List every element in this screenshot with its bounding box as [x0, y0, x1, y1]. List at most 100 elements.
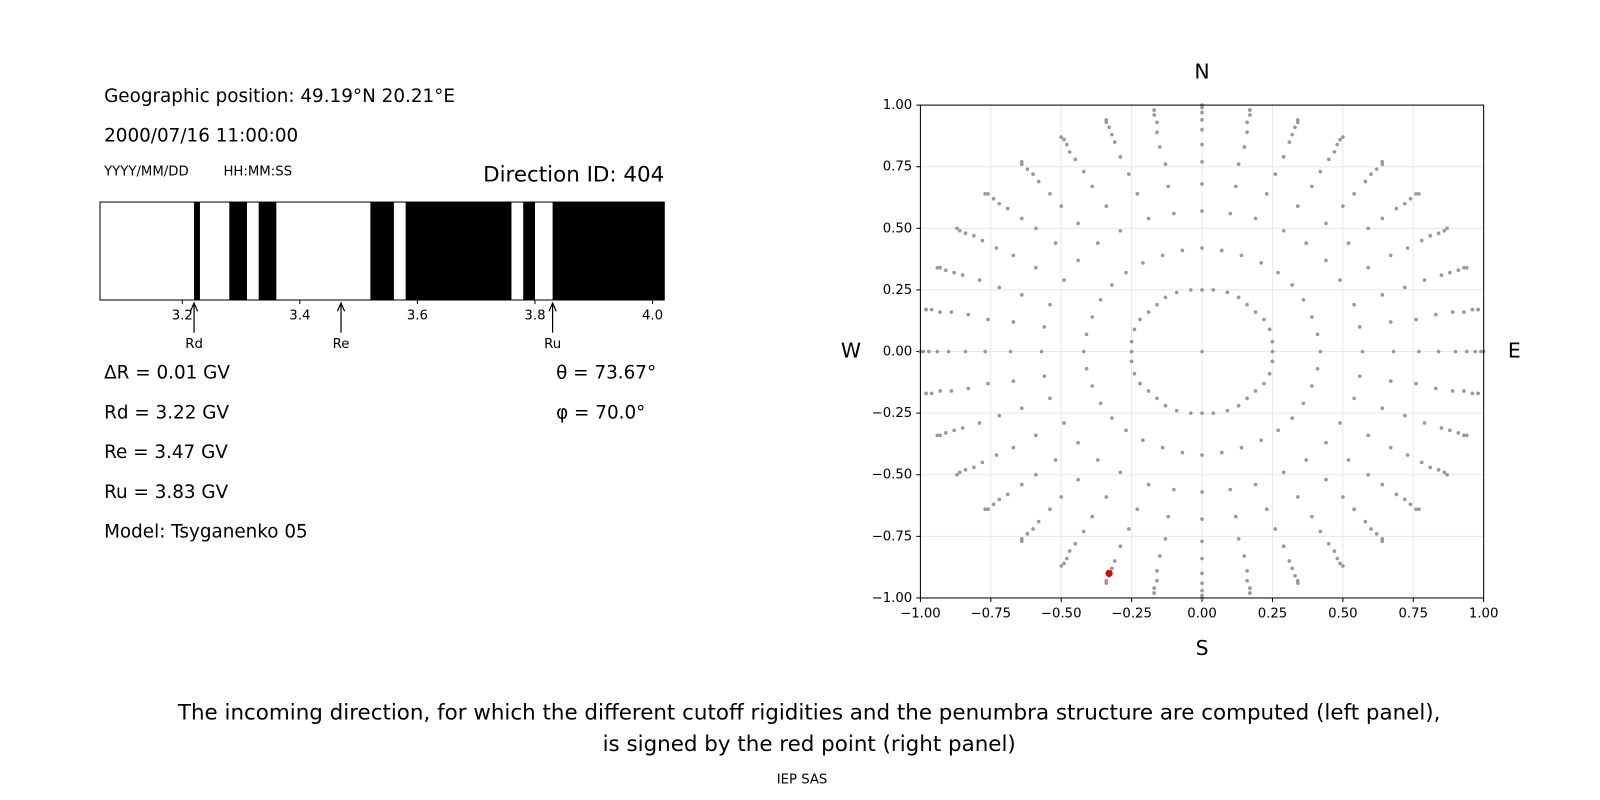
re-value: Re = 3.47 GV — [104, 442, 228, 463]
direction-point — [1366, 265, 1371, 270]
forbidden-band — [229, 202, 247, 300]
direction-point — [1341, 495, 1345, 499]
direction-point — [1366, 472, 1371, 477]
direction-point — [958, 228, 962, 233]
direction-point — [1324, 477, 1328, 482]
direction-point — [1419, 238, 1424, 243]
direction-point — [1470, 391, 1475, 396]
direction-point — [1380, 216, 1385, 221]
direction-point — [1104, 118, 1109, 122]
direction-point — [1402, 201, 1407, 206]
arrow-head — [189, 301, 199, 312]
direction-point — [1062, 421, 1066, 425]
direction-point — [1076, 477, 1080, 482]
direction-point — [1281, 228, 1286, 233]
direction-point — [1076, 440, 1080, 445]
direction-point — [1019, 293, 1024, 297]
direction-point — [980, 238, 985, 243]
direction-point — [938, 389, 942, 393]
direction-point — [1005, 206, 1010, 211]
direction-point — [952, 270, 957, 275]
direction-point — [1141, 260, 1145, 265]
direction-point — [1200, 159, 1204, 164]
direction-point — [1090, 184, 1095, 189]
direction-point — [1211, 288, 1216, 292]
direction-point — [1118, 470, 1123, 475]
direction-point — [1039, 349, 1044, 354]
direction-point — [1174, 290, 1179, 295]
direction-point — [1408, 196, 1413, 201]
direction-point — [1005, 492, 1010, 497]
direction-point — [1062, 278, 1066, 282]
direction-point — [1155, 578, 1159, 583]
direction-point — [1324, 221, 1328, 226]
x-tick-label: 0.25 — [1258, 606, 1288, 621]
direction-point — [1264, 191, 1269, 196]
direction-point — [1436, 349, 1441, 354]
y-tick-label: 0.75 — [883, 160, 913, 175]
direction-point — [1234, 514, 1238, 519]
direction-point — [1138, 317, 1142, 322]
direction-point — [943, 431, 948, 435]
direction-point — [1245, 396, 1249, 401]
forbidden-band — [194, 202, 200, 300]
direction-point — [1310, 514, 1314, 519]
direction-point — [1034, 226, 1038, 231]
direction-point — [1267, 327, 1272, 332]
direction-point — [1236, 403, 1241, 408]
direction-point — [1065, 142, 1069, 147]
direction-point — [1200, 556, 1204, 561]
direction-point — [1318, 529, 1323, 534]
direction-point — [1414, 191, 1418, 196]
direction-point — [1239, 445, 1244, 450]
direction-point — [1135, 191, 1140, 196]
direction-point — [1228, 487, 1233, 492]
direction-point — [997, 285, 1002, 290]
direction-point — [1019, 482, 1024, 487]
forbidden-band — [258, 202, 277, 300]
direction-point — [1253, 389, 1258, 393]
direction-point — [1270, 339, 1275, 344]
direction-point — [1200, 246, 1204, 250]
direction-point — [1380, 482, 1385, 487]
direction-point — [972, 465, 976, 470]
direction-point — [1270, 359, 1275, 364]
direction-point — [1248, 591, 1252, 595]
rd-value: Rd = 3.22 GV — [104, 402, 229, 423]
direction-point — [1287, 140, 1292, 144]
direction-point — [929, 307, 934, 312]
direction-point — [1126, 172, 1131, 176]
direction-point — [1414, 381, 1418, 386]
direction-point — [1152, 113, 1156, 117]
direction-point — [1008, 349, 1013, 354]
direction-point — [1160, 253, 1165, 258]
direction-point — [1188, 288, 1193, 292]
direction-point — [1110, 132, 1114, 137]
direction-point — [1253, 310, 1258, 314]
direction-point — [972, 233, 976, 238]
footer: IEP SAS — [777, 773, 828, 788]
direction-point — [1287, 559, 1292, 563]
direction-point — [1357, 325, 1362, 329]
direction-point — [994, 453, 999, 457]
direction-point — [1081, 349, 1086, 354]
direction-point — [1357, 374, 1362, 379]
direction-point — [1036, 519, 1041, 524]
direction-point — [1155, 569, 1159, 573]
direction-point — [1439, 273, 1444, 277]
x-tick-label: 3.8 — [524, 308, 545, 323]
direction-id: Direction ID: 404 — [483, 163, 664, 188]
direction-point — [1301, 297, 1306, 302]
direction-point — [1326, 541, 1331, 546]
direction-point — [1110, 566, 1114, 571]
direction-point — [1264, 507, 1269, 512]
direction-point — [1155, 130, 1159, 135]
direction-point — [1146, 216, 1151, 221]
direction-point — [1338, 421, 1342, 425]
y-tick-label: −0.50 — [872, 468, 913, 483]
direction-point — [1290, 132, 1294, 137]
direction-point — [1104, 581, 1109, 586]
direction-point — [966, 312, 971, 317]
direction-point — [1408, 502, 1413, 507]
